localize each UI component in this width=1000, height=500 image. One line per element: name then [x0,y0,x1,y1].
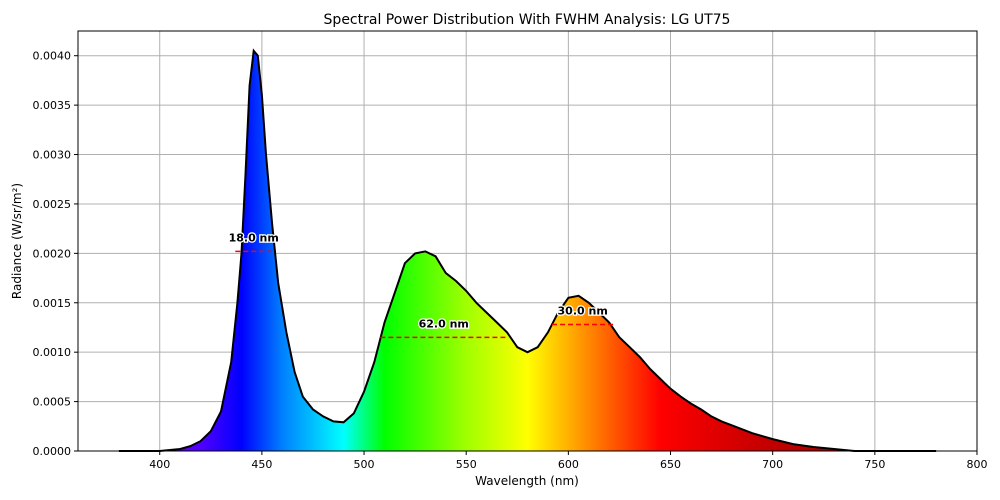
x-tick-label: 600 [558,458,579,471]
fwhm-label: 62.0 nm [419,317,469,330]
y-tick-label: 0.0035 [33,99,72,112]
x-tick-label: 750 [864,458,885,471]
y-tick-label: 0.0000 [33,445,72,458]
y-tick-label: 0.0020 [33,247,72,260]
x-axis-label: Wavelength (nm) [475,474,579,488]
y-axis-label: Radiance (W/sr/m²) [10,183,24,299]
spectrum-area [118,50,937,452]
y-tick-label: 0.0030 [33,149,72,162]
x-tick-label: 400 [149,458,170,471]
spectrum-line [118,48,937,452]
fwhm-label: 18.0 nm [229,231,279,244]
x-tick-label: 550 [456,458,477,471]
y-tick-label: 0.0040 [33,50,72,63]
x-tick-label: 800 [967,458,988,471]
y-tick-label: 0.0025 [33,198,72,211]
fwhm-label: 30.0 nm [558,305,608,318]
x-tick-label: 700 [762,458,783,471]
x-tick-label: 450 [251,458,272,471]
x-tick-label: 650 [660,458,681,471]
x-tick-label: 500 [354,458,375,471]
y-tick-label: 0.0015 [33,297,72,310]
y-tick-label: 0.0005 [33,396,72,409]
y-tick-label: 0.0010 [33,346,72,359]
chart-title: Spectral Power Distribution With FWHM An… [324,12,731,28]
plot-frame [77,30,978,452]
